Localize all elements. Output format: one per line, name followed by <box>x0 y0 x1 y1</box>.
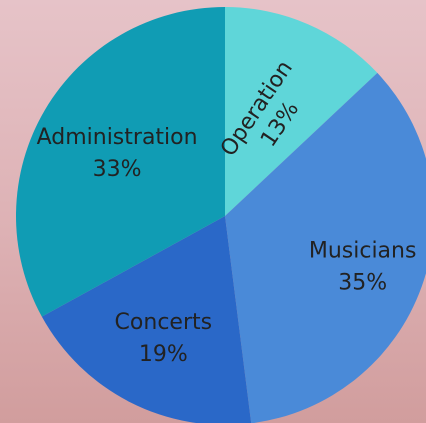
slice-label-administration: Administration <box>37 125 198 150</box>
slice-label-group-musicians: Musicians 35% <box>309 239 417 296</box>
slice-label-group-administration: Administration 33% <box>37 125 198 182</box>
pie-slice-musicians <box>225 72 426 423</box>
pie-slice-concerts <box>41 216 252 423</box>
slice-percent-administration: 33% <box>93 157 142 182</box>
slice-label-musicians: Musicians <box>309 239 417 264</box>
pie-slice-operation <box>225 7 378 216</box>
slice-percent-musicians: 35% <box>338 271 387 296</box>
slice-percent-concerts: 19% <box>139 342 188 367</box>
pie-slice-administration <box>16 7 225 317</box>
slices-layer <box>16 7 426 423</box>
slice-label-concerts: Concerts <box>115 310 213 335</box>
slice-label-group-concerts: Concerts 19% <box>115 310 213 367</box>
